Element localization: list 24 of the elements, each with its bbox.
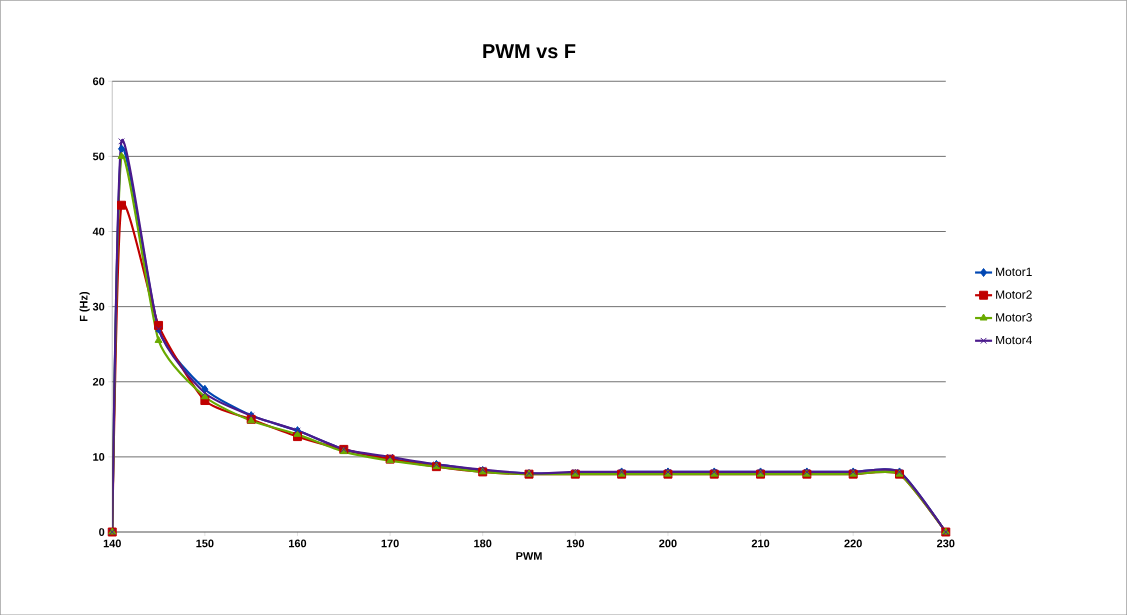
chart-title: PWM vs F: [483, 44, 576, 59]
x-tick-label: 180: [474, 539, 492, 548]
y-tick-label: 40: [92, 227, 105, 236]
x-tick-label: 170: [381, 539, 399, 548]
x-tick-label: 200: [659, 539, 677, 548]
legend-label: Motor3: [996, 312, 1032, 322]
x-tick-label: 210: [751, 539, 770, 548]
y-tick-label: 0: [99, 528, 105, 536]
y-tick-label: 50: [92, 152, 105, 161]
x-tick-label: 230: [937, 539, 955, 548]
x-tick-label: 220: [844, 539, 862, 548]
y-tick-label: 10: [93, 452, 105, 461]
x-axis-title: PWM: [516, 552, 542, 560]
y-tick-label: 60: [92, 77, 105, 86]
x-tick-label: 140: [103, 539, 121, 548]
legend-label: Motor4: [996, 335, 1032, 345]
legend-label: Motor2: [996, 290, 1032, 299]
y-tick-label: 20: [92, 377, 105, 386]
x-tick-label: 150: [196, 539, 214, 548]
y-axis-title: F (Hz): [79, 291, 90, 321]
x-tick-label: 190: [566, 539, 585, 548]
y-tick-label: 30: [92, 302, 105, 311]
x-tick-label: 160: [289, 539, 307, 548]
legend-label: Motor1: [996, 267, 1032, 276]
